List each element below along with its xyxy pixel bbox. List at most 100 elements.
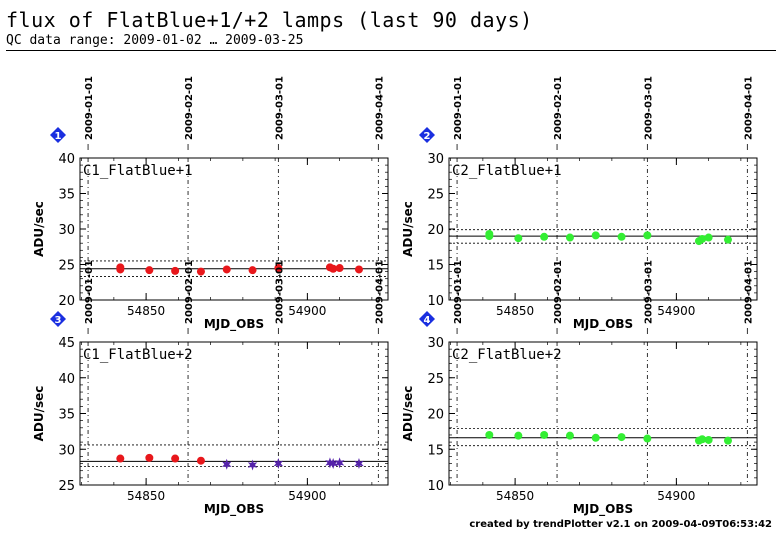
y-axis-title: ADU/sec <box>32 386 46 442</box>
y-tick-label: 15 <box>427 443 444 458</box>
x-axis-title: MJD_OBS <box>573 317 633 332</box>
data-point <box>335 264 344 273</box>
data-point <box>704 435 713 444</box>
data-point <box>540 232 549 241</box>
x-tick-label: 54850 <box>496 304 534 318</box>
data-point <box>704 233 713 242</box>
panel-label: C1_FlatBlue+1 <box>83 163 193 179</box>
page-title: flux of FlatBlue+1/+2 lamps (last 90 day… <box>6 8 533 32</box>
data-point-star <box>273 458 284 470</box>
panel-badge-number: 3 <box>55 315 62 326</box>
data-point <box>565 431 574 440</box>
date-tick-label: 2009-02-01 <box>184 260 195 324</box>
panel-badge-icon <box>50 127 66 143</box>
data-point-star <box>334 457 345 469</box>
data-point <box>514 234 523 243</box>
date-tick-label: 2009-01-01 <box>84 260 95 324</box>
y-tick-label: 20 <box>427 408 444 423</box>
y-tick-label: 30 <box>58 223 75 238</box>
y-tick-label: 15 <box>427 259 444 274</box>
date-tick-label: 2009-04-01 <box>374 76 385 140</box>
qc-data-range: QC data range: 2009-01-02 … 2009-03-25 <box>6 33 304 48</box>
footer-credit: created by trendPlotter v2.1 on 2009-04-… <box>469 519 772 530</box>
y-tick-label: 25 <box>427 188 444 203</box>
data-point <box>329 264 338 273</box>
x-tick-label: 54900 <box>288 489 326 503</box>
panel-badge-number: 1 <box>55 131 62 142</box>
data-point <box>591 231 600 240</box>
y-axis-title: ADU/sec <box>32 201 46 257</box>
date-tick-label: 2009-02-01 <box>184 76 195 140</box>
plot-frame <box>79 157 389 301</box>
data-point-star <box>221 458 232 470</box>
y-tick-label: 30 <box>58 443 75 458</box>
data-point <box>643 434 652 443</box>
x-tick-label: 54900 <box>657 304 695 318</box>
date-tick-label: 2009-03-01 <box>274 260 285 324</box>
y-tick-label: 25 <box>58 479 75 494</box>
data-point <box>171 266 180 275</box>
y-tick-label: 30 <box>427 336 444 351</box>
data-point <box>723 235 732 244</box>
y-tick-label: 40 <box>58 372 75 387</box>
panel-badge-number: 2 <box>424 131 431 142</box>
data-point <box>617 433 626 442</box>
chart-panel-1: 2009-01-01 2009-02-01 2009-03-01 2009-04-01… <box>32 76 389 332</box>
data-point <box>485 430 494 439</box>
data-point-star <box>247 459 258 471</box>
date-tick-label: 2009-01-01 <box>453 260 464 324</box>
data-point <box>354 265 363 274</box>
panel-badge-icon <box>419 127 435 143</box>
data-point <box>643 231 652 240</box>
y-tick-label: 40 <box>58 152 75 167</box>
x-tick-label: 54850 <box>127 489 165 503</box>
plot-frame <box>448 341 758 486</box>
x-axis-title: MJD_OBS <box>204 317 264 332</box>
x-tick-label: 54900 <box>288 304 326 318</box>
date-tick-label: 2009-01-01 <box>453 76 464 140</box>
y-tick-label: 20 <box>427 223 444 238</box>
y-tick-label: 20 <box>58 294 75 309</box>
y-tick-label: 35 <box>58 408 75 423</box>
chart-panel-3: 2009-01-01 2009-02-01 2009-03-01 2009-04-01… <box>32 260 389 517</box>
data-point <box>617 232 626 241</box>
data-point <box>171 454 180 463</box>
panel-badge-icon <box>50 311 66 327</box>
data-point <box>540 430 549 439</box>
date-tick-label: 2009-03-01 <box>274 76 285 140</box>
y-tick-label: 45 <box>58 336 75 351</box>
x-tick-label: 54850 <box>496 489 534 503</box>
date-tick-label: 2009-02-01 <box>553 76 564 140</box>
date-tick-label: 2009-04-01 <box>743 260 754 324</box>
data-point <box>196 267 205 276</box>
data-point <box>723 436 732 445</box>
data-point-star <box>354 458 364 470</box>
data-point <box>485 232 494 241</box>
data-point <box>145 453 154 462</box>
y-tick-label: 25 <box>427 372 444 387</box>
data-point <box>514 431 523 440</box>
data-point <box>698 234 707 243</box>
panel-badge-icon <box>419 311 435 327</box>
panel-label: C2_FlatBlue+1 <box>452 163 562 179</box>
data-point <box>565 233 574 242</box>
y-tick-label: 10 <box>427 479 444 494</box>
x-tick-label: 54850 <box>127 304 165 318</box>
date-tick-label: 2009-02-01 <box>553 260 564 324</box>
data-point <box>116 265 125 274</box>
y-axis-title: ADU/sec <box>401 386 415 442</box>
y-tick-label: 10 <box>427 294 444 309</box>
data-point <box>274 264 283 273</box>
data-point <box>222 265 231 274</box>
date-tick-label: 2009-04-01 <box>374 260 385 324</box>
title-divider <box>6 50 776 51</box>
y-axis-title: ADU/sec <box>401 201 415 257</box>
y-tick-label: 30 <box>427 152 444 167</box>
date-tick-label: 2009-03-01 <box>643 76 654 140</box>
panel-label: C1_FlatBlue+2 <box>83 347 193 363</box>
data-point <box>116 454 125 463</box>
chart-panel-4: 2009-01-01 2009-02-01 2009-03-01 2009-04-01… <box>401 260 758 517</box>
date-tick-label: 2009-01-01 <box>84 76 95 140</box>
x-tick-label: 54900 <box>657 489 695 503</box>
